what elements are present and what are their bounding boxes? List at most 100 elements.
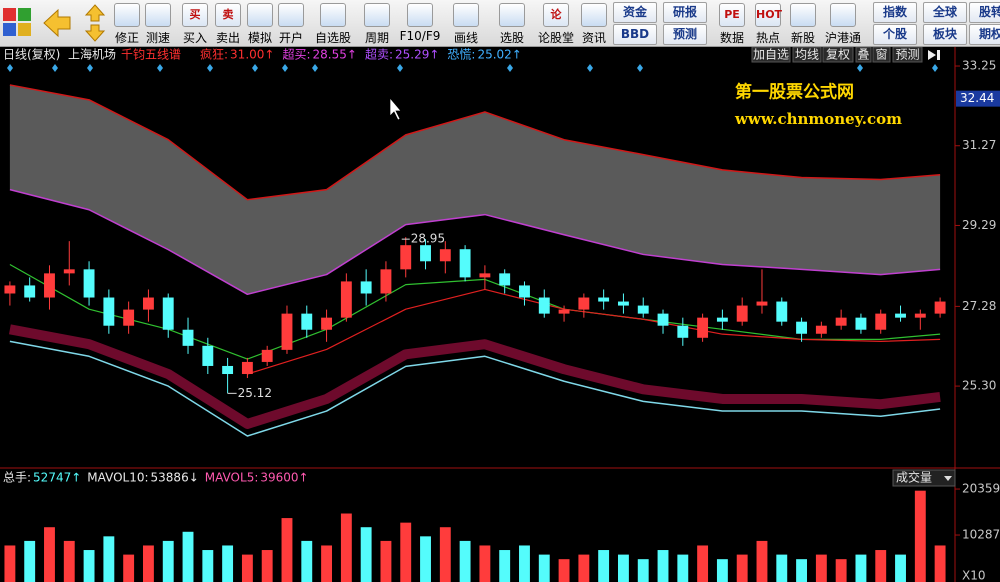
volume-selector-label: 成交量	[896, 470, 932, 485]
toolbar-pair-button[interactable]: 全球	[923, 2, 967, 23]
button-label: 沪港通	[824, 31, 861, 45]
button-icon: 买	[182, 3, 208, 27]
reading-label: 疯狂:	[200, 47, 228, 62]
candle-body	[340, 281, 352, 318]
volume-bar	[281, 518, 293, 582]
toolbar-button[interactable]: HOT 热点	[750, 0, 786, 46]
candle-body	[123, 309, 135, 326]
toolbar-button[interactable]: 开户	[273, 0, 309, 46]
candle-body	[617, 301, 629, 306]
toolbar-button[interactable]: 卖卖出	[210, 0, 246, 46]
toolbar-pair-button[interactable]: 预测	[663, 24, 707, 45]
button-icon: HOT	[755, 3, 782, 27]
toolbar-pair-button[interactable]: 资金	[613, 2, 657, 23]
candle-body	[815, 325, 827, 334]
info-button[interactable]	[892, 46, 923, 63]
volume-bar	[241, 554, 253, 582]
toolbar-button[interactable]: 新股	[785, 0, 821, 46]
volume-bar	[796, 559, 808, 582]
signal-diamond	[7, 64, 13, 72]
button-label: 热点	[755, 31, 780, 45]
indicator-line	[9, 340, 941, 437]
info-button-label: 复权	[826, 48, 850, 62]
info-button-label: 叠	[857, 48, 869, 62]
candle-body	[4, 285, 16, 294]
info-button[interactable]	[792, 46, 822, 63]
button-icon	[145, 3, 171, 27]
volume-bar	[697, 545, 709, 582]
reading-value: 25.02↑	[477, 48, 521, 62]
toolbar-button[interactable]: 修正	[109, 0, 145, 46]
button-icon	[830, 3, 856, 27]
toolbar-button[interactable]: 论论股堂	[538, 0, 574, 46]
info-button[interactable]	[751, 46, 791, 63]
indicator-name: 千钧五线谱	[121, 48, 181, 62]
toolbar-button[interactable]: 周期	[359, 0, 395, 46]
volume-bar	[63, 540, 75, 582]
info-button[interactable]	[822, 46, 854, 63]
info-button-label: 窗	[875, 48, 887, 62]
volume-header-value: 39600↑	[260, 471, 308, 485]
up-down-buttons[interactable]	[82, 2, 108, 44]
signal-diamond	[397, 64, 403, 72]
volume-bar	[83, 550, 95, 582]
toolbar-button[interactable]: PE 数据	[714, 0, 750, 46]
info-button[interactable]	[855, 46, 872, 63]
signal-diamond	[507, 64, 513, 72]
candle-body	[182, 329, 194, 346]
nav-bar	[937, 50, 940, 60]
toolbar-button[interactable]: 资讯	[576, 0, 612, 46]
reading-label: 恐慌:	[447, 48, 475, 62]
toolbar-pair-button[interactable]: 研报	[663, 2, 707, 23]
price-marker-box	[956, 90, 1000, 107]
toolbar-button[interactable]: 自选股	[315, 0, 351, 46]
indicator-line	[247, 288, 941, 375]
volume-bar	[914, 490, 926, 582]
toolbar-button[interactable]: 选股	[494, 0, 530, 46]
toolbar-pair-button[interactable]: 指数	[873, 2, 917, 23]
candle-body	[499, 273, 511, 286]
button-label: 画线	[453, 31, 478, 45]
volume-tick-label: 10287	[962, 528, 1000, 542]
toolbar-pair-button[interactable]: 个股	[873, 24, 917, 45]
button-icon	[278, 3, 304, 27]
info-button-label: 预测	[895, 48, 919, 62]
toolbar-button[interactable]: 模拟	[242, 0, 278, 46]
volume-bar	[400, 522, 412, 582]
volume-bar	[895, 554, 906, 582]
toolbar-button[interactable]: 沪港通	[825, 0, 861, 46]
reading-value: 31.00↑	[230, 48, 274, 62]
candle-body	[796, 321, 808, 334]
toolbar: 修正 测速买买入卖卖出 模拟 开户 自选股 周期 F10/F9 画线 选股论论股堂 资讯 PE 数据 H…	[0, 0, 1000, 47]
volume-header-value: 53886↓	[151, 471, 199, 485]
toolbar-button[interactable]: 买买入	[177, 0, 213, 46]
y-tick-label: 27.28	[962, 299, 996, 313]
candle-body	[716, 317, 728, 322]
volume-selector[interactable]	[892, 469, 956, 487]
info-button[interactable]	[872, 46, 891, 63]
volume-bar	[776, 554, 788, 582]
signal-diamond	[312, 64, 318, 72]
toolbar-button[interactable]: F10/F9	[400, 0, 440, 46]
volume-bar	[142, 545, 154, 582]
candle-body	[202, 345, 214, 366]
toolbar-button[interactable]: 画线	[448, 0, 484, 46]
reading-value: 28.55↑	[313, 48, 357, 62]
toolbar-pair-button[interactable]: BBD	[613, 24, 657, 45]
info-button-label: 均线	[795, 48, 819, 62]
toolbar-pair-button[interactable]: 股转	[969, 2, 1000, 23]
back-button[interactable]	[40, 6, 74, 40]
volume-bar	[657, 550, 669, 582]
y-tick-label: 25.30	[962, 379, 996, 393]
volume-bar	[4, 545, 16, 582]
y-tick-label: 29.29	[962, 218, 996, 232]
toolbar-button[interactable]: 测速	[140, 0, 176, 46]
toolbar-pair-button[interactable]: 期权	[969, 24, 1000, 45]
candle-body	[657, 313, 669, 326]
candle-body	[578, 297, 590, 310]
candle-body	[301, 313, 313, 330]
signal-diamond	[207, 64, 213, 72]
toolbar-pair-button[interactable]: 板块	[923, 24, 967, 45]
button-icon	[581, 3, 607, 27]
